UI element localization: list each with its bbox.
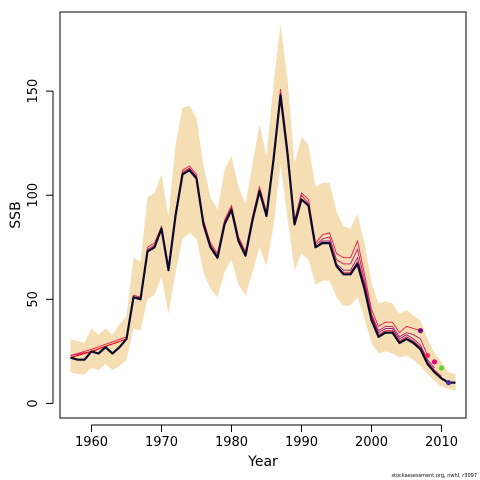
y-tick-label-150: 150 [26, 79, 41, 104]
source-footnote: stockassessment.org, nwhl, r3097 [391, 473, 477, 479]
x-tick-label-2010: 2010 [425, 435, 458, 450]
retro-endpoint-2008 [424, 352, 431, 359]
y-axis: 0 50 100 150 [26, 79, 54, 408]
y-tick-label-100: 100 [26, 183, 41, 208]
x-tick-label-1980: 1980 [215, 435, 248, 450]
retro-endpoint-2007 [417, 328, 424, 334]
ssb-line [70, 94, 456, 384]
confidence-band-layer [70, 24, 456, 391]
y-tick-label-50: 50 [26, 291, 41, 308]
x-tick-label-1960: 1960 [75, 435, 108, 450]
retro-endpoints-layer [417, 328, 452, 386]
x-axis: 1960 1970 1980 1990 2000 2010 [75, 424, 458, 450]
retro-endpoint-2010 [438, 365, 445, 371]
ssb-main-series-layer [70, 94, 456, 384]
retro-endpoint-2011 [445, 380, 452, 386]
y-tick-label-0: 0 [26, 399, 41, 407]
confidence-band [70, 24, 456, 391]
retro-endpoint-2009 [431, 359, 438, 365]
y-axis-title: SSB [8, 201, 24, 228]
x-tick-label-1970: 1970 [145, 435, 178, 450]
x-tick-label-2000: 2000 [355, 435, 388, 450]
x-axis-title: Year [247, 454, 278, 470]
plot-frame [59, 11, 467, 419]
x-tick-label-1990: 1990 [285, 435, 318, 450]
